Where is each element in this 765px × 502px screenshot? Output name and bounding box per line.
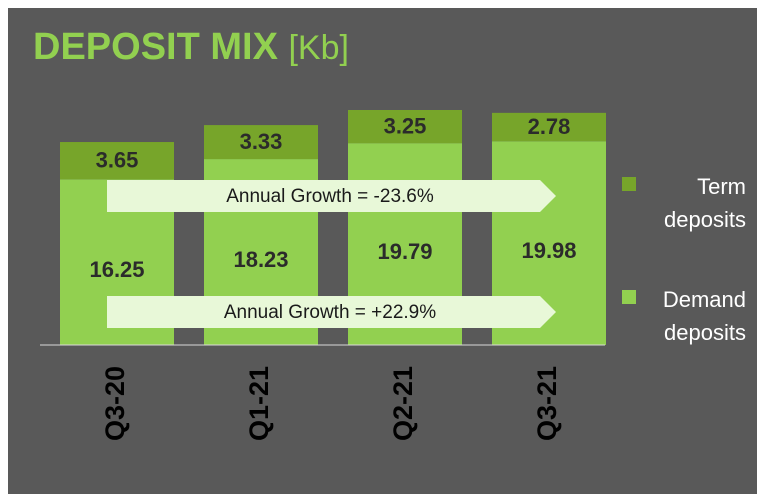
value-label: 19.79 bbox=[377, 239, 432, 264]
category-label: Q3-20 bbox=[100, 366, 130, 441]
value-label: 3.25 bbox=[384, 113, 427, 138]
category-label: Q2-21 bbox=[388, 366, 418, 441]
value-label: 2.78 bbox=[528, 114, 571, 139]
legend-label: Demand deposits bbox=[662, 287, 746, 345]
growth-arrow bbox=[107, 180, 556, 212]
value-label: 3.33 bbox=[240, 129, 283, 154]
bar-segment bbox=[348, 110, 462, 144]
value-label: 18.23 bbox=[233, 247, 288, 272]
legend-label: Term deposits bbox=[664, 174, 746, 232]
value-label: 19.98 bbox=[521, 238, 576, 263]
category-label: Q1-21 bbox=[244, 366, 274, 441]
chart-title: DEPOSIT MIX bbox=[33, 26, 278, 68]
annotation: Annual Growth = +22.9% bbox=[224, 302, 436, 323]
chart-title-block: DEPOSIT MIX [Kb] bbox=[33, 26, 349, 69]
bar-segment bbox=[492, 112, 606, 142]
growth-arrow bbox=[107, 296, 556, 328]
bar-segment bbox=[204, 125, 318, 160]
category-label: Q3-21 bbox=[532, 366, 562, 441]
legend-item: Demand deposits bbox=[618, 283, 746, 349]
legend-item: Term deposits bbox=[618, 170, 746, 236]
value-label: 3.65 bbox=[96, 147, 139, 172]
unit-label: [Kb] bbox=[288, 29, 349, 67]
legend-swatch bbox=[622, 290, 636, 304]
legend-swatch bbox=[622, 177, 636, 191]
bar-segment bbox=[60, 142, 174, 180]
value-label: 16.25 bbox=[89, 257, 144, 282]
annotation: Annual Growth = -23.6% bbox=[226, 186, 434, 207]
